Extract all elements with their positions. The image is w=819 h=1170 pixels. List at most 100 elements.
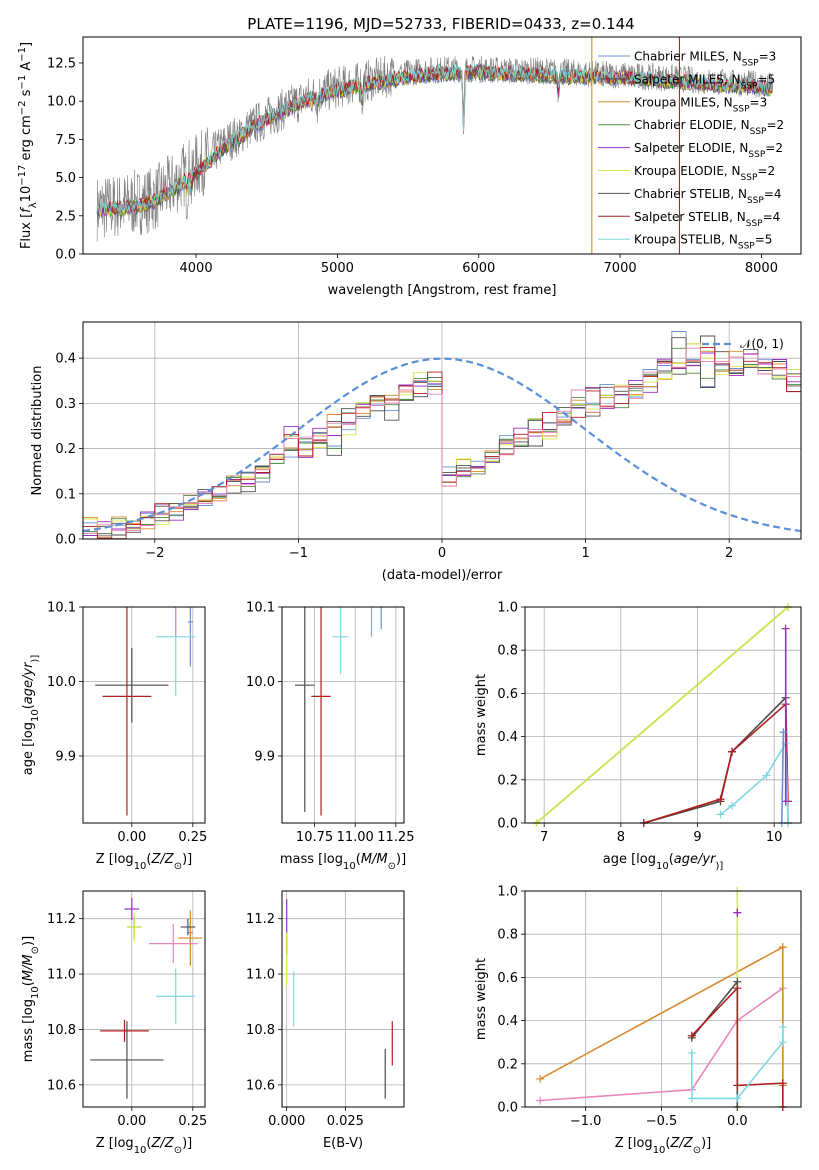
x-tick-label: 5000 [321,261,354,276]
x-tick-label: 0.0 [727,1114,748,1129]
weight-vs-age-x-label: age [log10(age/yr)] [603,852,724,872]
y-tick-label: 0.2 [55,442,76,457]
mass-weight-marker [687,1031,696,1040]
age-vs-z-x-label-part: ( [146,852,151,867]
x-tick-label: 10 [766,830,783,845]
x-tick-label: −2 [145,546,164,561]
age-vs-mass-x-label-part: )] [396,852,406,867]
y-tick-label: 0.6 [497,687,518,702]
y-tick-label: 10.1 [246,601,275,616]
spectrum-y-label-part: ] [19,42,34,47]
legend-label: Kroupa STELIB, NSSP=5 [634,233,772,252]
residuals-panel: −2 −1 0 1 2 0.0 0.1 0.2 0.3 0.4 𝒩(0, 1) (data-model… [30,321,802,583]
model-spectrum-line [96,62,773,215]
mass-vs-ebv-x-label: E(B-V) [323,1136,363,1151]
mass-weight-marker [536,1096,545,1105]
y-tick-label: 10.6 [246,1078,275,1093]
y-tick-label: 1.0 [497,601,518,616]
mass-weight-marker [733,1094,742,1103]
axes-frame [82,321,802,540]
x-tick-label: 2 [725,546,733,561]
age-vs-mass-x-label-part: M/M [361,852,388,867]
mass-vs-z-x-label-part: Z [log [96,1136,134,1151]
legend-label: Kroupa MILES, NSSP=3 [634,95,767,114]
legend-label-main: Chabrier STELIB, N [634,187,747,201]
legend-label-main: Kroupa ELODIE, N [634,164,741,178]
spectrum-y-label-part: −2 [17,100,28,115]
y-tick-label: 11.2 [246,912,275,927]
spectrum-y-label-part: erg cm [19,115,34,164]
weight-vs-age-x-label-part: )] [715,861,723,872]
mass-vs-z-x-label-part: ⊙ [174,1145,182,1156]
weight-vs-age-x-label-part: age/yr [674,852,717,867]
mass-vs-z-x-label-part: Z/Z [151,1136,175,1151]
x-tick-label: 0.025 [327,1114,364,1129]
mass-weight-marker [733,1081,742,1090]
y-tick-label: 11.0 [246,968,275,983]
mass-vs-z-x-label-part: ( [146,1136,151,1151]
age-vs-z-y-label-part: ( [21,704,36,709]
x-tick-label: 4000 [180,261,213,276]
legend-label-sub: SSP [741,81,758,91]
age-vs-z-x-label-part: ⊙ [174,861,182,872]
age-vs-z-y-label-part: )] [30,655,41,663]
y-tick-label: 1.0 [497,885,518,900]
legend-label-main: Salpeter ELODIE, N [634,141,748,155]
weight-vs-age-x-label-part: age [log [603,852,656,867]
mass-weight-marker [716,795,725,804]
y-tick-label: 2.5 [55,209,76,224]
figure-title: PLATE=1196, MJD=52733, FIBERID=0433, z=0… [247,15,634,33]
spectrum-y-label-part: A [19,62,34,75]
x-tick-label: 0.00 [117,830,146,845]
age-vs-mass-x-label: mass [log10(M/M⊙)] [280,852,406,872]
mass-weight-marker [779,728,788,737]
x-tick-label: 9 [693,830,701,845]
legend-label-main: Kroupa MILES, N [634,95,733,109]
residual-histogram-step [83,347,801,539]
mass-weight-line [535,607,789,823]
weight-vs-age-x-label-part: ( [669,852,674,867]
mass-weight-marker [781,624,790,633]
y-tick-label: 11.2 [47,912,76,927]
legend-label-tail: =4 [764,187,782,201]
axes-frame [281,606,405,824]
age-vs-z-x-label-part: Z [log [96,852,134,867]
legend-label-tail: =3 [759,50,777,64]
weight-vs-age-y-label: mass weight [474,674,489,756]
y-tick-label: 10.1 [47,601,76,616]
legend-label-sub: SSP [733,104,750,114]
mass-vs-z-y-label-part: M/M [21,954,36,981]
axes-frame [524,606,802,824]
mass-vs-z-x-label-part: )] [182,1136,192,1151]
mass-weight-marker [778,1023,787,1032]
legend-label-sub: SSP [741,173,758,183]
mass-weight-marker [716,810,725,819]
legend-label: Chabrier MILES, NSSP=3 [634,50,776,69]
weight-vs-z-x-label-part: ⊙ [693,1145,701,1156]
y-tick-label: 10.0 [246,675,275,690]
age-vs-z-y-label: age [log10(age/yr)] [21,655,41,776]
y-tick-label: 7.5 [55,133,76,148]
mass-weight-marker [781,797,790,806]
y-tick-label: 0.4 [55,352,76,367]
axes-frame [524,890,802,1108]
y-tick-label: 0.8 [497,928,518,943]
normal-distribution-curve [83,357,801,533]
spectrum-y-label-part: 10 [19,186,34,203]
legend-label-sub: SSP [742,59,759,69]
legend-label: Chabrier ELODIE, NSSP=2 [634,118,784,137]
x-tick-label: 10.75 [296,830,333,845]
y-tick-label: 10.8 [47,1023,76,1038]
legend-label: Salpeter ELODIE, NSSP=2 [634,141,783,160]
x-tick-label: −1 [289,546,308,561]
y-tick-label: 0.0 [55,248,76,263]
residual-x-label: (data-model)/error [382,568,503,583]
x-tick-label: 7000 [604,261,637,276]
mass-weight-marker [687,1094,696,1103]
mass-weight-marker [778,1038,787,1047]
residual-y-label: Normed distribution [30,366,45,496]
spectrum-panel: 4000 5000 6000 7000 8000 0.0 2.5 5.0 7.5 10.0 12.5… [17,36,802,298]
mass-weight-marker [728,747,736,756]
